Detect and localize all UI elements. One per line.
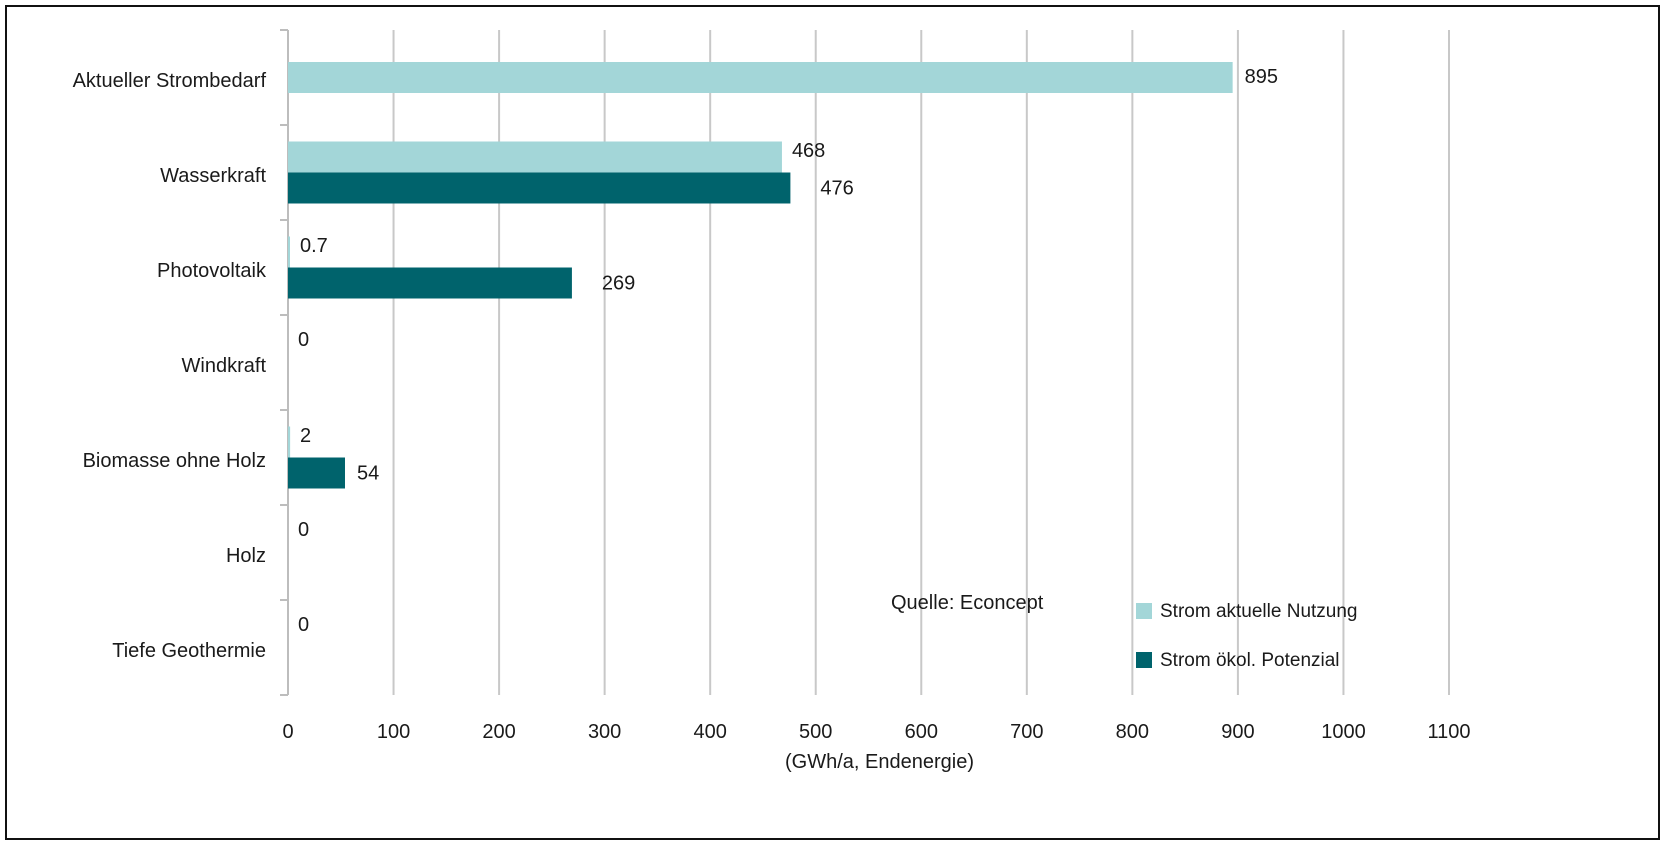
value-label: 895 <box>1245 66 1278 88</box>
value-labels: 895 468 476 0.7 269 0 2 54 0 0 <box>298 66 1278 636</box>
category-labels: Aktueller Strombedarf Wasserkraft Photovol… <box>73 70 267 662</box>
legend: Strom aktuelle Nutzung Strom ökol. Potenz… <box>1136 601 1358 671</box>
grid-lines <box>392 30 1450 695</box>
x-tick-label: 400 <box>693 721 726 743</box>
value-label: 0 <box>298 614 309 636</box>
bar-4-oekol-potenzial <box>288 457 345 489</box>
bar-2-aktuelle-nutzung <box>288 236 290 268</box>
value-label: 0.7 <box>300 235 328 257</box>
x-axis-title: (GWh/a, Endenergie) <box>785 751 974 773</box>
value-label: 54 <box>357 462 379 484</box>
x-tick-label: 0 <box>282 721 293 743</box>
x-tick-label: 100 <box>377 721 410 743</box>
x-tick-label: 700 <box>1010 721 1043 743</box>
category-label: Tiefe Geothermie <box>112 640 266 662</box>
x-tick-labels: 0 100 200 300 400 500 600 700 800 900 1000 1100 <box>282 721 1470 743</box>
category-label: Windkraft <box>182 355 267 377</box>
legend-swatch-1 <box>1136 652 1152 668</box>
legend-swatch-0 <box>1136 603 1152 619</box>
value-label: 269 <box>602 272 635 294</box>
value-label: 2 <box>300 425 311 447</box>
x-tick-label: 900 <box>1221 721 1254 743</box>
x-tick-label: 600 <box>905 721 938 743</box>
category-label: Biomasse ohne Holz <box>83 450 266 472</box>
legend-label: Strom aktuelle Nutzung <box>1160 601 1358 622</box>
chart-frame <box>5 5 1660 840</box>
x-tick-label: 1100 <box>1427 721 1470 743</box>
x-tick-label: 800 <box>1116 721 1149 743</box>
bars <box>288 62 1233 489</box>
value-label: 0 <box>298 519 309 541</box>
bar-0-aktuelle-nutzung <box>288 62 1233 93</box>
value-label: 468 <box>792 140 825 162</box>
category-label: Holz <box>226 545 266 567</box>
bar-1-oekol-potenzial <box>288 172 791 204</box>
x-tick-label: 300 <box>588 721 621 743</box>
category-label: Wasserkraft <box>160 165 266 187</box>
x-tick-label: 200 <box>482 721 515 743</box>
bar-2-oekol-potenzial <box>288 267 572 299</box>
value-label: 0 <box>298 329 309 351</box>
category-label: Photovoltaik <box>157 260 267 282</box>
x-tick-label: 1000 <box>1321 721 1366 743</box>
source-label: Quelle: Econcept <box>891 592 1044 614</box>
value-label: 476 <box>820 177 853 199</box>
bar-1-aktuelle-nutzung <box>288 141 782 173</box>
x-tick-label: 500 <box>799 721 832 743</box>
category-ticks <box>280 29 288 696</box>
category-label: Aktueller Strombedarf <box>73 70 267 92</box>
legend-label: Strom ökol. Potenzial <box>1160 650 1340 671</box>
bar-4-aktuelle-nutzung <box>288 426 291 458</box>
